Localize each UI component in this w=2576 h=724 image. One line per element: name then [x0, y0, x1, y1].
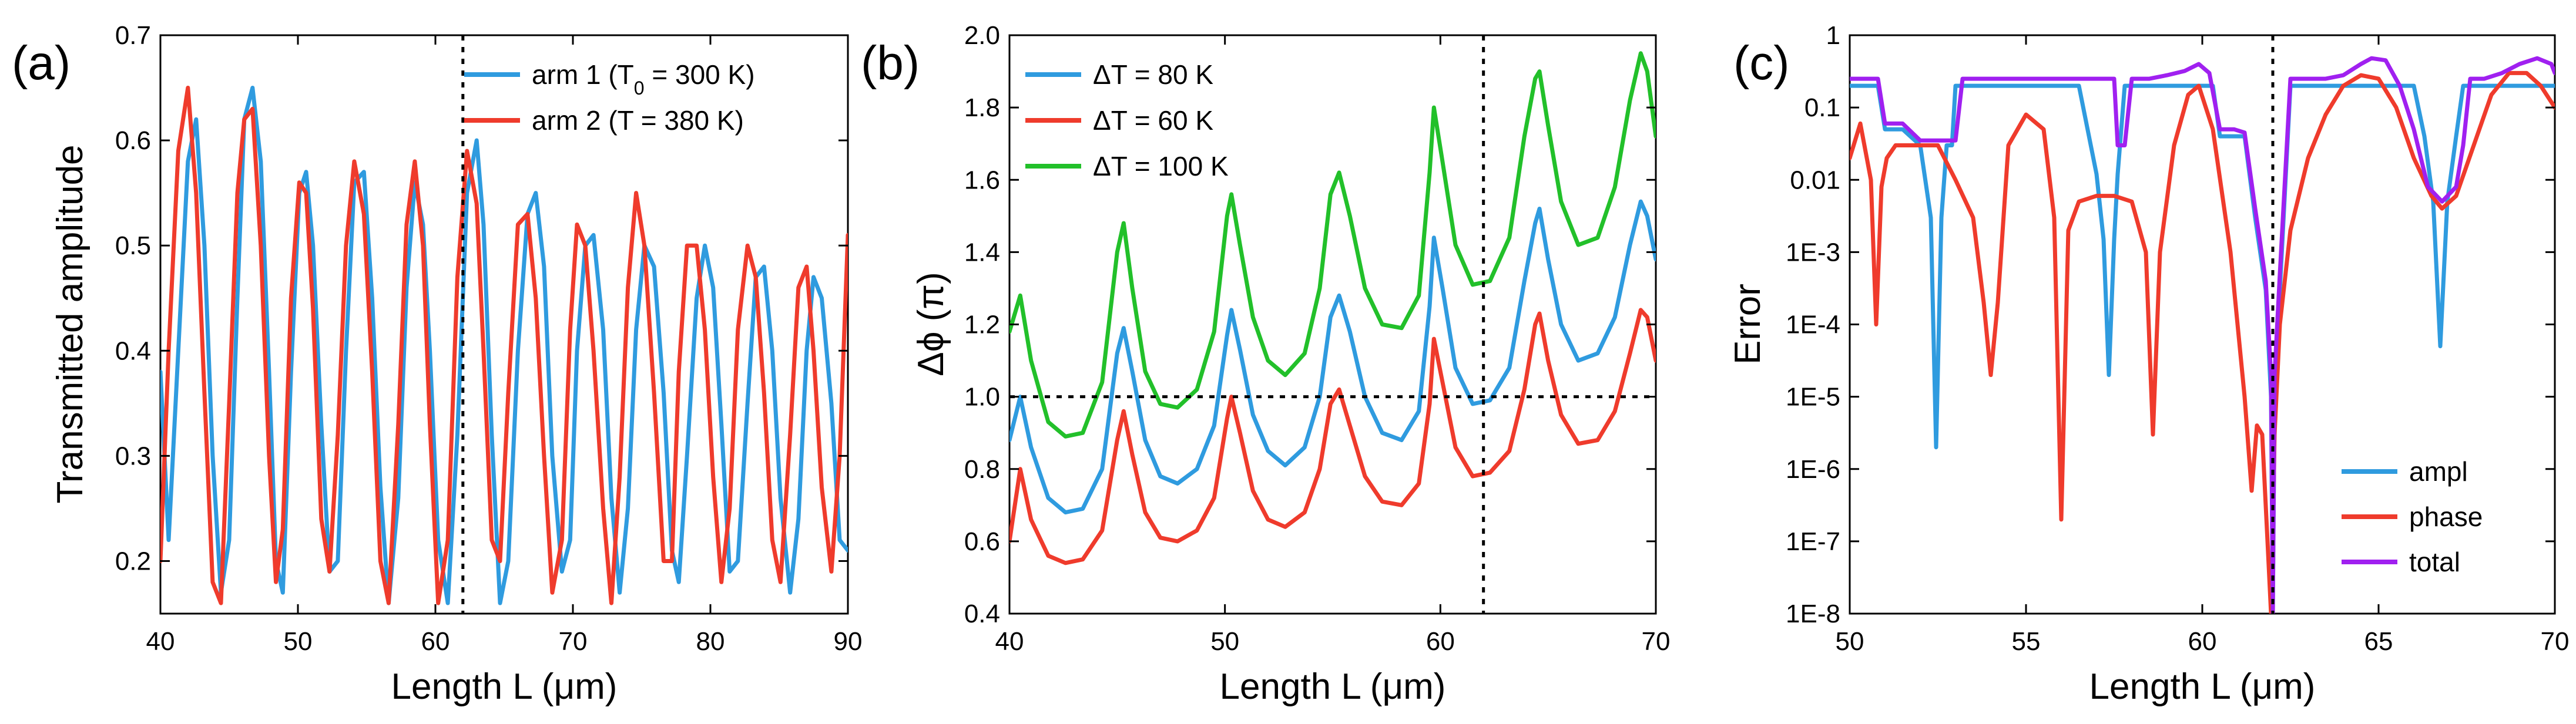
x-tick-label: 40 — [995, 627, 1024, 656]
x-tick-label: 50 — [1210, 627, 1239, 656]
y-tick-label: 1.8 — [964, 93, 1000, 122]
x-tick-label: 90 — [834, 627, 863, 656]
y-tick-label: 0.8 — [964, 455, 1000, 484]
x-tick-label: 55 — [2012, 627, 2041, 656]
y-tick-label: 1.0 — [964, 383, 1000, 412]
panel-b-ylabel: Δϕ (π) — [911, 272, 951, 376]
panel-c: 50 55 60 65 70 1E-8 1E-7 1E-6 1E-5 1E-4 1E-3 0.01 0.… — [1728, 21, 2569, 707]
series-line-a-0 — [160, 86, 848, 605]
y-tick-label: 0.1 — [1804, 93, 1840, 122]
x-tick-label: 60 — [421, 627, 450, 656]
x-tick-label: 65 — [2364, 627, 2393, 656]
y-tick-label: 1.2 — [964, 311, 1000, 339]
legend-label-dt-60: ΔT = 60 K — [1093, 105, 1213, 136]
y-tick-label: 1E-3 — [1786, 238, 1840, 267]
panel-c-ticks: 50 55 60 65 70 1E-8 1E-7 1E-6 1E-5 1E-4 1E-3 0.01 0.… — [1786, 21, 2569, 656]
series-line-b-2 — [1009, 51, 1656, 439]
x-tick-label: 80 — [696, 627, 725, 656]
panel-a-plot-area — [160, 35, 848, 614]
panel-c-plot-area — [1850, 35, 2555, 614]
series-line-b-1 — [1009, 308, 1656, 565]
panel-a-frame — [159, 34, 849, 615]
panel-b-label: (b) — [861, 36, 920, 90]
panel-a-ticks: 40 50 60 70 80 90 0.2 0.3 0.4 0.5 0.6 0.7 — [115, 21, 863, 656]
y-tick-label: 0.7 — [115, 21, 151, 50]
y-tick-label: 0.3 — [115, 442, 151, 470]
y-tick-label: 1 — [1826, 21, 1840, 50]
panel-b-legend: ΔT = 80 K ΔT = 60 K ΔT = 100 K — [1025, 59, 1229, 181]
x-tick-label: 70 — [2541, 627, 2570, 656]
y-tick-label: 0.6 — [964, 527, 1000, 556]
panel-b-ticks: 40 50 60 70 0.4 0.6 0.8 1.0 1.2 1.4 1.6 1.8 2.0 — [964, 21, 1671, 656]
x-tick-label: 60 — [1426, 627, 1455, 656]
series-line-b-0 — [1009, 199, 1656, 515]
legend-label-ampl: ampl — [2409, 456, 2468, 487]
panel-c-label: (c) — [1733, 36, 1790, 90]
y-tick-label: 0.5 — [115, 231, 151, 260]
series-line-c-1 — [1850, 70, 2555, 614]
y-tick-label: 0.4 — [115, 336, 151, 365]
panel-a-legend: arm 1 (T0 = 300 K) arm 2 (T = 380 K) — [464, 59, 755, 136]
panel-c-ylabel: Error — [1728, 284, 1768, 365]
series-line-c-0 — [1850, 83, 2555, 614]
y-tick-label: 0.2 — [115, 547, 151, 575]
x-tick-label: 50 — [284, 627, 313, 656]
panel-a-xlabel: Length L (μm) — [391, 666, 618, 707]
y-tick-label: 0.01 — [1790, 166, 1840, 194]
y-tick-label: 0.6 — [115, 126, 151, 155]
panel-b-plot-area — [1009, 35, 1656, 614]
x-tick-label: 70 — [559, 627, 588, 656]
x-tick-label: 70 — [1642, 627, 1671, 656]
y-tick-label: 1.4 — [964, 238, 1000, 267]
y-tick-label: 1E-8 — [1786, 600, 1840, 628]
y-tick-label: 1E-7 — [1786, 527, 1840, 556]
legend-label-dt-80: ΔT = 80 K — [1093, 59, 1213, 90]
legend-label-arm-1: arm 1 (T0 = 300 K) — [532, 59, 755, 99]
legend-label-dt-100: ΔT = 100 K — [1093, 151, 1229, 181]
y-tick-label: 1E-6 — [1786, 455, 1840, 484]
y-tick-label: 0.4 — [964, 600, 1000, 628]
panel-a-label: (a) — [12, 36, 71, 90]
panel-a: 40 50 60 70 80 90 0.2 0.3 0.4 0.5 0.6 0.7 (a) Lengt… — [12, 21, 862, 707]
panel-c-xlabel: Length L (μm) — [2089, 666, 2316, 707]
x-tick-label: 40 — [146, 627, 175, 656]
x-tick-label: 60 — [2188, 627, 2217, 656]
legend-label-arm-2: arm 2 (T = 380 K) — [532, 105, 744, 136]
series-line-c-2 — [1850, 56, 2555, 614]
x-tick-label: 50 — [1836, 627, 1864, 656]
y-tick-label: 1E-5 — [1786, 383, 1840, 412]
y-tick-label: 1E-4 — [1786, 311, 1840, 339]
series-line-a-1 — [160, 86, 848, 605]
legend-label-total: total — [2409, 547, 2460, 577]
legend-label-phase: phase — [2409, 501, 2483, 532]
y-tick-label: 2.0 — [964, 21, 1000, 50]
panel-b: 40 50 60 700.40.60.81.01.21.41.61.82.0 (b) … — [861, 21, 1670, 707]
panel-a-ylabel: Transmitted amplitude — [50, 144, 90, 503]
panel-b-xlabel: Length L (μm) — [1220, 666, 1446, 707]
y-tick-label: 1.6 — [964, 166, 1000, 194]
panel-c-legend: ampl phase total — [2342, 456, 2483, 577]
